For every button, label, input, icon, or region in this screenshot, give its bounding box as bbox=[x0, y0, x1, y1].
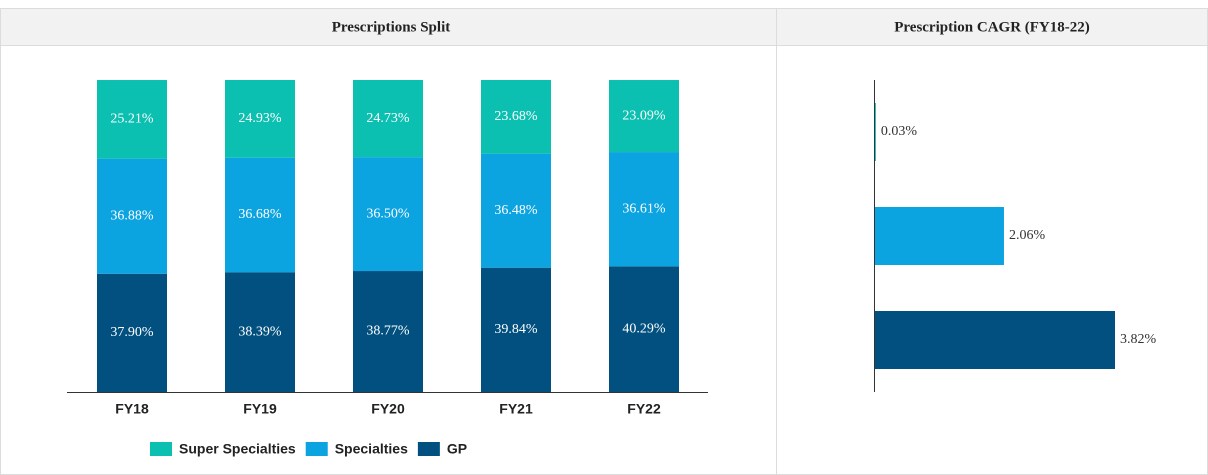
bar-segment bbox=[97, 273, 167, 392]
x-tick-label: FY20 bbox=[371, 401, 405, 417]
data-label: 38.39% bbox=[238, 324, 282, 339]
legend-swatch bbox=[305, 442, 328, 456]
chart-title: Prescription CAGR (FY18-22) bbox=[894, 19, 1090, 35]
bar bbox=[874, 311, 1115, 369]
right-header bbox=[776, 8, 1208, 46]
bar-segment bbox=[481, 80, 551, 154]
data-label: 37.90% bbox=[110, 325, 154, 340]
legend-label: GP bbox=[447, 441, 467, 457]
data-label: 24.73% bbox=[366, 111, 410, 126]
data-label: 36.68% bbox=[238, 207, 282, 222]
data-label: 25.21% bbox=[110, 112, 154, 127]
data-label: 40.29% bbox=[622, 321, 666, 336]
bar-segment bbox=[225, 272, 295, 392]
x-tick-label: FY18 bbox=[115, 401, 149, 417]
bar-segment bbox=[353, 271, 423, 392]
bar-segment bbox=[353, 80, 423, 158]
data-label: 2.06% bbox=[1009, 228, 1046, 243]
data-label: 36.61% bbox=[622, 201, 666, 216]
data-label: 24.93% bbox=[238, 111, 282, 126]
data-label: 0.03% bbox=[881, 124, 918, 139]
x-tick-label: FY19 bbox=[243, 401, 277, 417]
legend-label: Specialties bbox=[335, 441, 408, 457]
left-header bbox=[0, 8, 777, 46]
bar-segment bbox=[609, 266, 679, 392]
bar bbox=[874, 207, 1004, 265]
bar-segment bbox=[353, 157, 423, 272]
frame bbox=[0, 8, 1208, 475]
bar-segment bbox=[225, 80, 295, 158]
data-label: 36.48% bbox=[494, 203, 538, 218]
x-tick-label: FY21 bbox=[499, 401, 533, 417]
data-label: 23.68% bbox=[494, 109, 538, 124]
data-label: 3.82% bbox=[1120, 332, 1157, 347]
data-label: 38.77% bbox=[366, 324, 410, 339]
bar-segment bbox=[481, 267, 551, 392]
legend-swatch bbox=[417, 442, 440, 456]
x-tick-label: FY22 bbox=[627, 401, 661, 417]
bar-segment bbox=[481, 153, 551, 268]
data-label: 36.88% bbox=[110, 208, 154, 223]
bar-segment bbox=[97, 158, 167, 274]
bar-segment bbox=[609, 152, 679, 267]
bar-segment bbox=[225, 157, 295, 273]
legend-label: Super Specialties bbox=[179, 441, 296, 457]
data-label: 39.84% bbox=[494, 322, 538, 337]
data-label: 23.09% bbox=[622, 108, 666, 123]
chart-title: Prescriptions Split bbox=[332, 19, 450, 35]
legend-swatch bbox=[150, 442, 172, 456]
bar-segment bbox=[97, 80, 167, 159]
data-label: 36.50% bbox=[366, 206, 410, 221]
bar-segment bbox=[609, 80, 679, 153]
